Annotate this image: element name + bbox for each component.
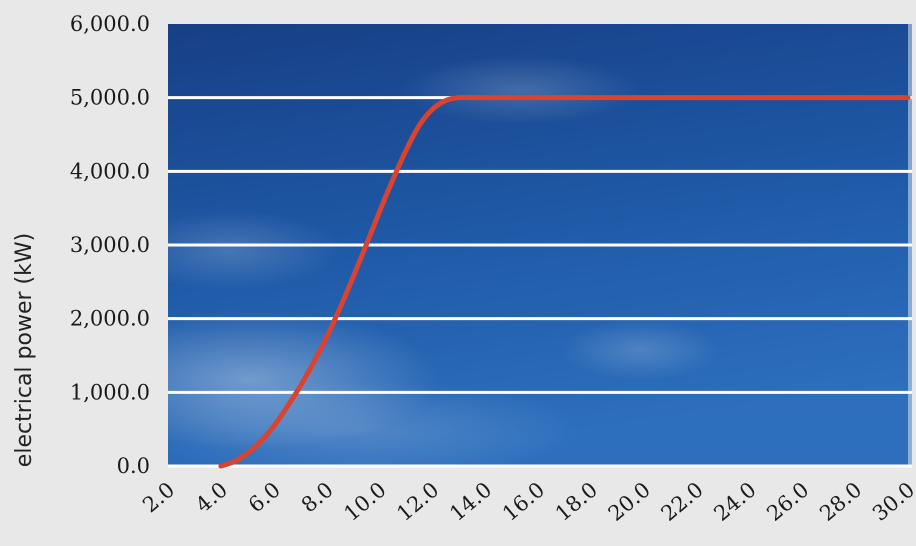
x-tick-label: 18.0	[551, 477, 602, 525]
y-tick-label: 3,000.0	[70, 233, 150, 257]
plot-area	[168, 24, 912, 466]
series-line-0	[218, 94, 911, 469]
x-tick-label: 2.0	[138, 477, 179, 517]
x-tick-label: 20.0	[604, 477, 655, 525]
y-tick-label: 2,000.0	[70, 307, 150, 331]
x-tick-label: 14.0	[445, 477, 496, 525]
y-tick-label: 4,000.0	[70, 159, 150, 183]
y-tick-labels: 0.0 1,000.0 2,000.0 3,000.0 4,000.0 5,000.0 6,…	[70, 12, 150, 478]
x-tick-label: 12.0	[392, 477, 443, 525]
y-tick-label: 5,000.0	[70, 86, 150, 110]
x-tick-label: 26.0	[762, 477, 813, 525]
x-tick-label: 10.0	[339, 477, 390, 525]
x-tick-label: 6.0	[244, 477, 285, 517]
x-tick-label: 28.0	[815, 477, 866, 525]
y-tick-label: 0.0	[117, 454, 150, 478]
y-tick-label: 6,000.0	[70, 12, 150, 36]
x-tick-label: 4.0	[191, 477, 232, 517]
y-axis-title: electrical power (kW)	[12, 233, 37, 467]
x-tick-label: 16.0	[498, 477, 549, 525]
x-tick-labels: 2.0 4.0 6.0 8.0 10.0 12.0 14.0 16.0 18.0 20.0 22.0…	[138, 477, 916, 525]
series-layer	[218, 94, 911, 469]
y-tick-label: 1,000.0	[70, 380, 150, 404]
x-tick-label: 8.0	[297, 477, 338, 517]
x-tick-label: 24.0	[709, 477, 760, 525]
x-tick-label: 30.0	[868, 477, 916, 525]
x-tick-label: 22.0	[657, 477, 708, 525]
